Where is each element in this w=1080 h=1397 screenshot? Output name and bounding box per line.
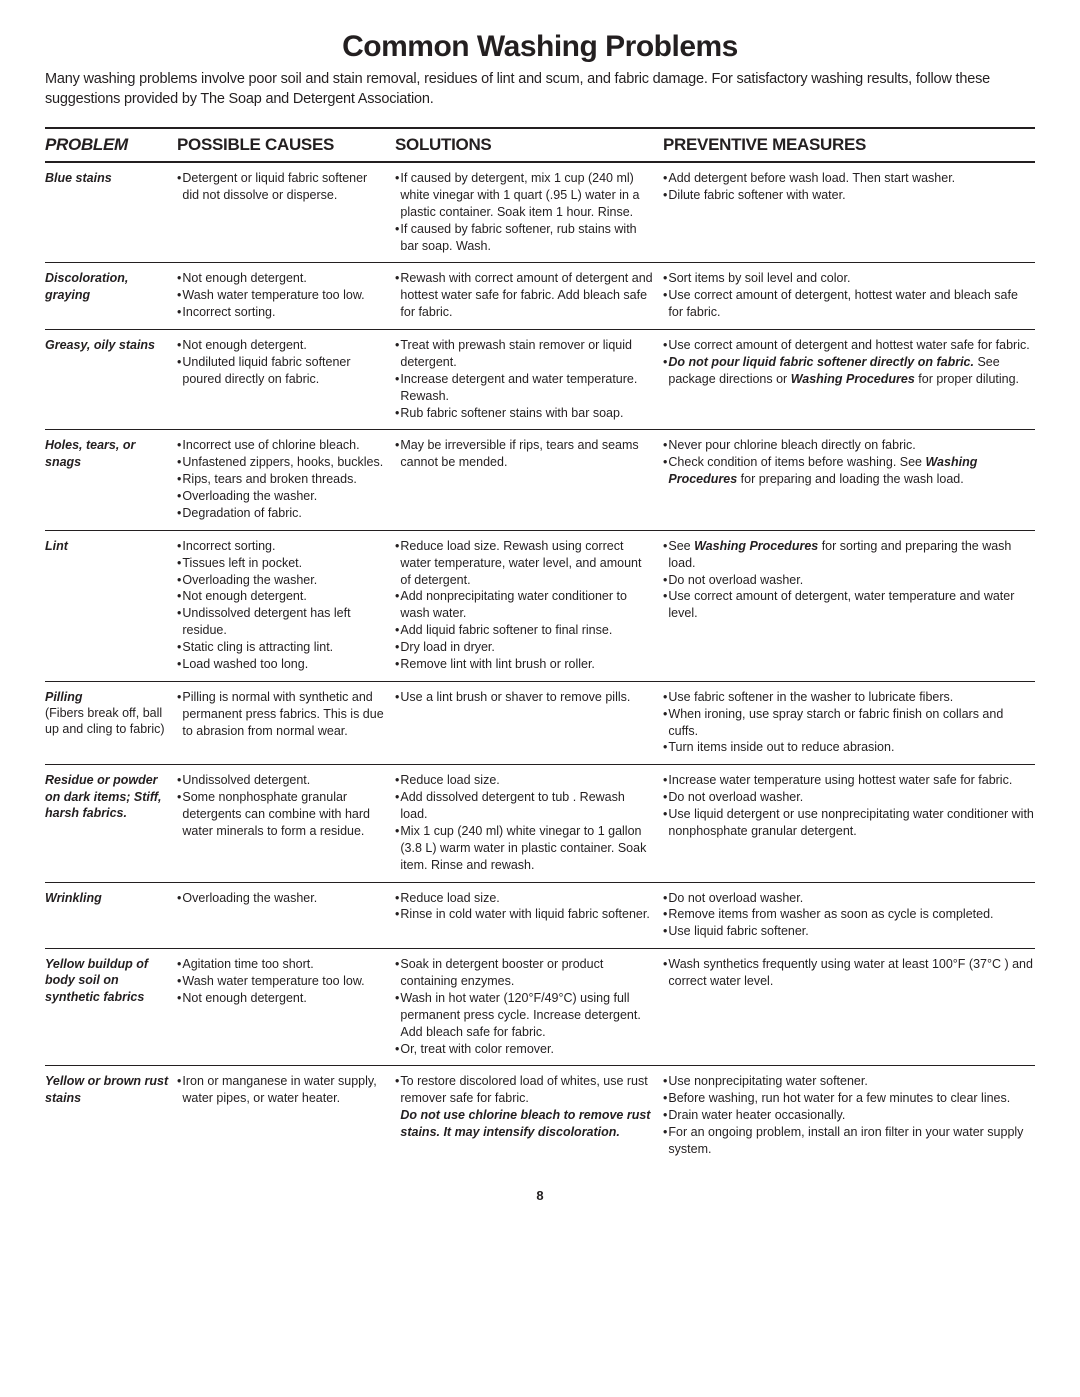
table-row: Yellow buildup of body soil on synthetic… bbox=[45, 949, 1035, 1066]
table-row: Discoloration, graying Not enough deterg… bbox=[45, 263, 1035, 330]
page-title: Common Washing Problems bbox=[45, 30, 1035, 64]
problem-cell: Yellow or brown rust stains bbox=[45, 1073, 177, 1157]
problems-table: PROBLEM POSSIBLE CAUSES SOLUTIONS PREVEN… bbox=[45, 127, 1035, 1166]
causes-cell: Pilling is normal with synthetic and per… bbox=[177, 689, 395, 757]
solutions-cell: If caused by detergent, mix 1 cup (240 m… bbox=[395, 170, 663, 254]
causes-cell: Not enough detergent.Wash water temperat… bbox=[177, 270, 395, 321]
intro: Many washing problems involve poor soil … bbox=[45, 70, 1035, 109]
table-row: Yellow or brown rust stains Iron or mang… bbox=[45, 1066, 1035, 1165]
header-solutions: SOLUTIONS bbox=[395, 134, 663, 157]
preventive-cell: Use fabric softener in the washer to lub… bbox=[663, 689, 1035, 757]
header-causes: POSSIBLE CAUSES bbox=[177, 134, 395, 157]
causes-cell: Incorrect sorting.Tissues left in pocket… bbox=[177, 538, 395, 673]
causes-cell: Iron or manganese in water supply, water… bbox=[177, 1073, 395, 1157]
preventive-cell: Never pour chlorine bleach directly on f… bbox=[663, 437, 1035, 521]
preventive-cell: Add detergent before wash load. Then sta… bbox=[663, 170, 1035, 254]
table-row: Lint Incorrect sorting.Tissues left in p… bbox=[45, 531, 1035, 682]
solutions-cell: May be irreversible if rips, tears and s… bbox=[395, 437, 663, 521]
problem-cell: Pilling(Fibers break off, ball up and cl… bbox=[45, 689, 177, 757]
table-row: Pilling(Fibers break off, ball up and cl… bbox=[45, 682, 1035, 766]
problem-cell: Yellow buildup of body soil on synthetic… bbox=[45, 956, 177, 1057]
problem-cell: Blue stains bbox=[45, 170, 177, 254]
table-header: PROBLEM POSSIBLE CAUSES SOLUTIONS PREVEN… bbox=[45, 127, 1035, 163]
solutions-cell: To restore discolored load of whites, us… bbox=[395, 1073, 663, 1157]
problem-cell: Residue or powder on dark items; Stiff, … bbox=[45, 772, 177, 873]
table-row: Blue stains Detergent or liquid fabric s… bbox=[45, 163, 1035, 263]
table-row: Wrinkling Overloading the washer. Reduce… bbox=[45, 883, 1035, 950]
causes-cell: Overloading the washer. bbox=[177, 890, 395, 941]
solutions-cell: Reduce load size. Rewash using correct w… bbox=[395, 538, 663, 673]
header-problem: PROBLEM bbox=[45, 134, 177, 157]
preventive-cell: Sort items by soil level and color.Use c… bbox=[663, 270, 1035, 321]
solutions-cell: Reduce load size.Rinse in cold water wit… bbox=[395, 890, 663, 941]
page-number: 8 bbox=[45, 1188, 1035, 1203]
problem-cell: Greasy, oily stains bbox=[45, 337, 177, 421]
solutions-cell: Treat with prewash stain remover or liqu… bbox=[395, 337, 663, 421]
table-row: Residue or powder on dark items; Stiff, … bbox=[45, 765, 1035, 882]
causes-cell: Detergent or liquid fabric softener did … bbox=[177, 170, 395, 254]
problem-cell: Lint bbox=[45, 538, 177, 673]
preventive-cell: Use nonprecipitating water softener.Befo… bbox=[663, 1073, 1035, 1157]
solutions-cell: Use a lint brush or shaver to remove pil… bbox=[395, 689, 663, 757]
causes-cell: Incorrect use of chlorine bleach.Unfaste… bbox=[177, 437, 395, 521]
preventive-cell: See Washing Procedures for sorting and p… bbox=[663, 538, 1035, 673]
preventive-cell: Increase water temperature using hottest… bbox=[663, 772, 1035, 873]
causes-cell: Undissolved detergent.Some nonphosphate … bbox=[177, 772, 395, 873]
header-preventive: PREVENTIVE MEASURES bbox=[663, 134, 1035, 157]
solutions-cell: Soak in detergent booster or product con… bbox=[395, 956, 663, 1057]
causes-cell: Not enough detergent.Undiluted liquid fa… bbox=[177, 337, 395, 421]
problem-cell: Wrinkling bbox=[45, 890, 177, 941]
causes-cell: Agitation time too short.Wash water temp… bbox=[177, 956, 395, 1057]
preventive-cell: Wash synthetics frequently using water a… bbox=[663, 956, 1035, 1057]
solutions-cell: Rewash with correct amount of detergent … bbox=[395, 270, 663, 321]
problem-cell: Discoloration, graying bbox=[45, 270, 177, 321]
table-row: Holes, tears, or snags Incorrect use of … bbox=[45, 430, 1035, 530]
solutions-cell: Reduce load size.Add dissolved detergent… bbox=[395, 772, 663, 873]
preventive-cell: Do not overload washer.Remove items from… bbox=[663, 890, 1035, 941]
table-row: Greasy, oily stains Not enough detergent… bbox=[45, 330, 1035, 430]
preventive-cell: Use correct amount of detergent and hott… bbox=[663, 337, 1035, 421]
problem-cell: Holes, tears, or snags bbox=[45, 437, 177, 521]
